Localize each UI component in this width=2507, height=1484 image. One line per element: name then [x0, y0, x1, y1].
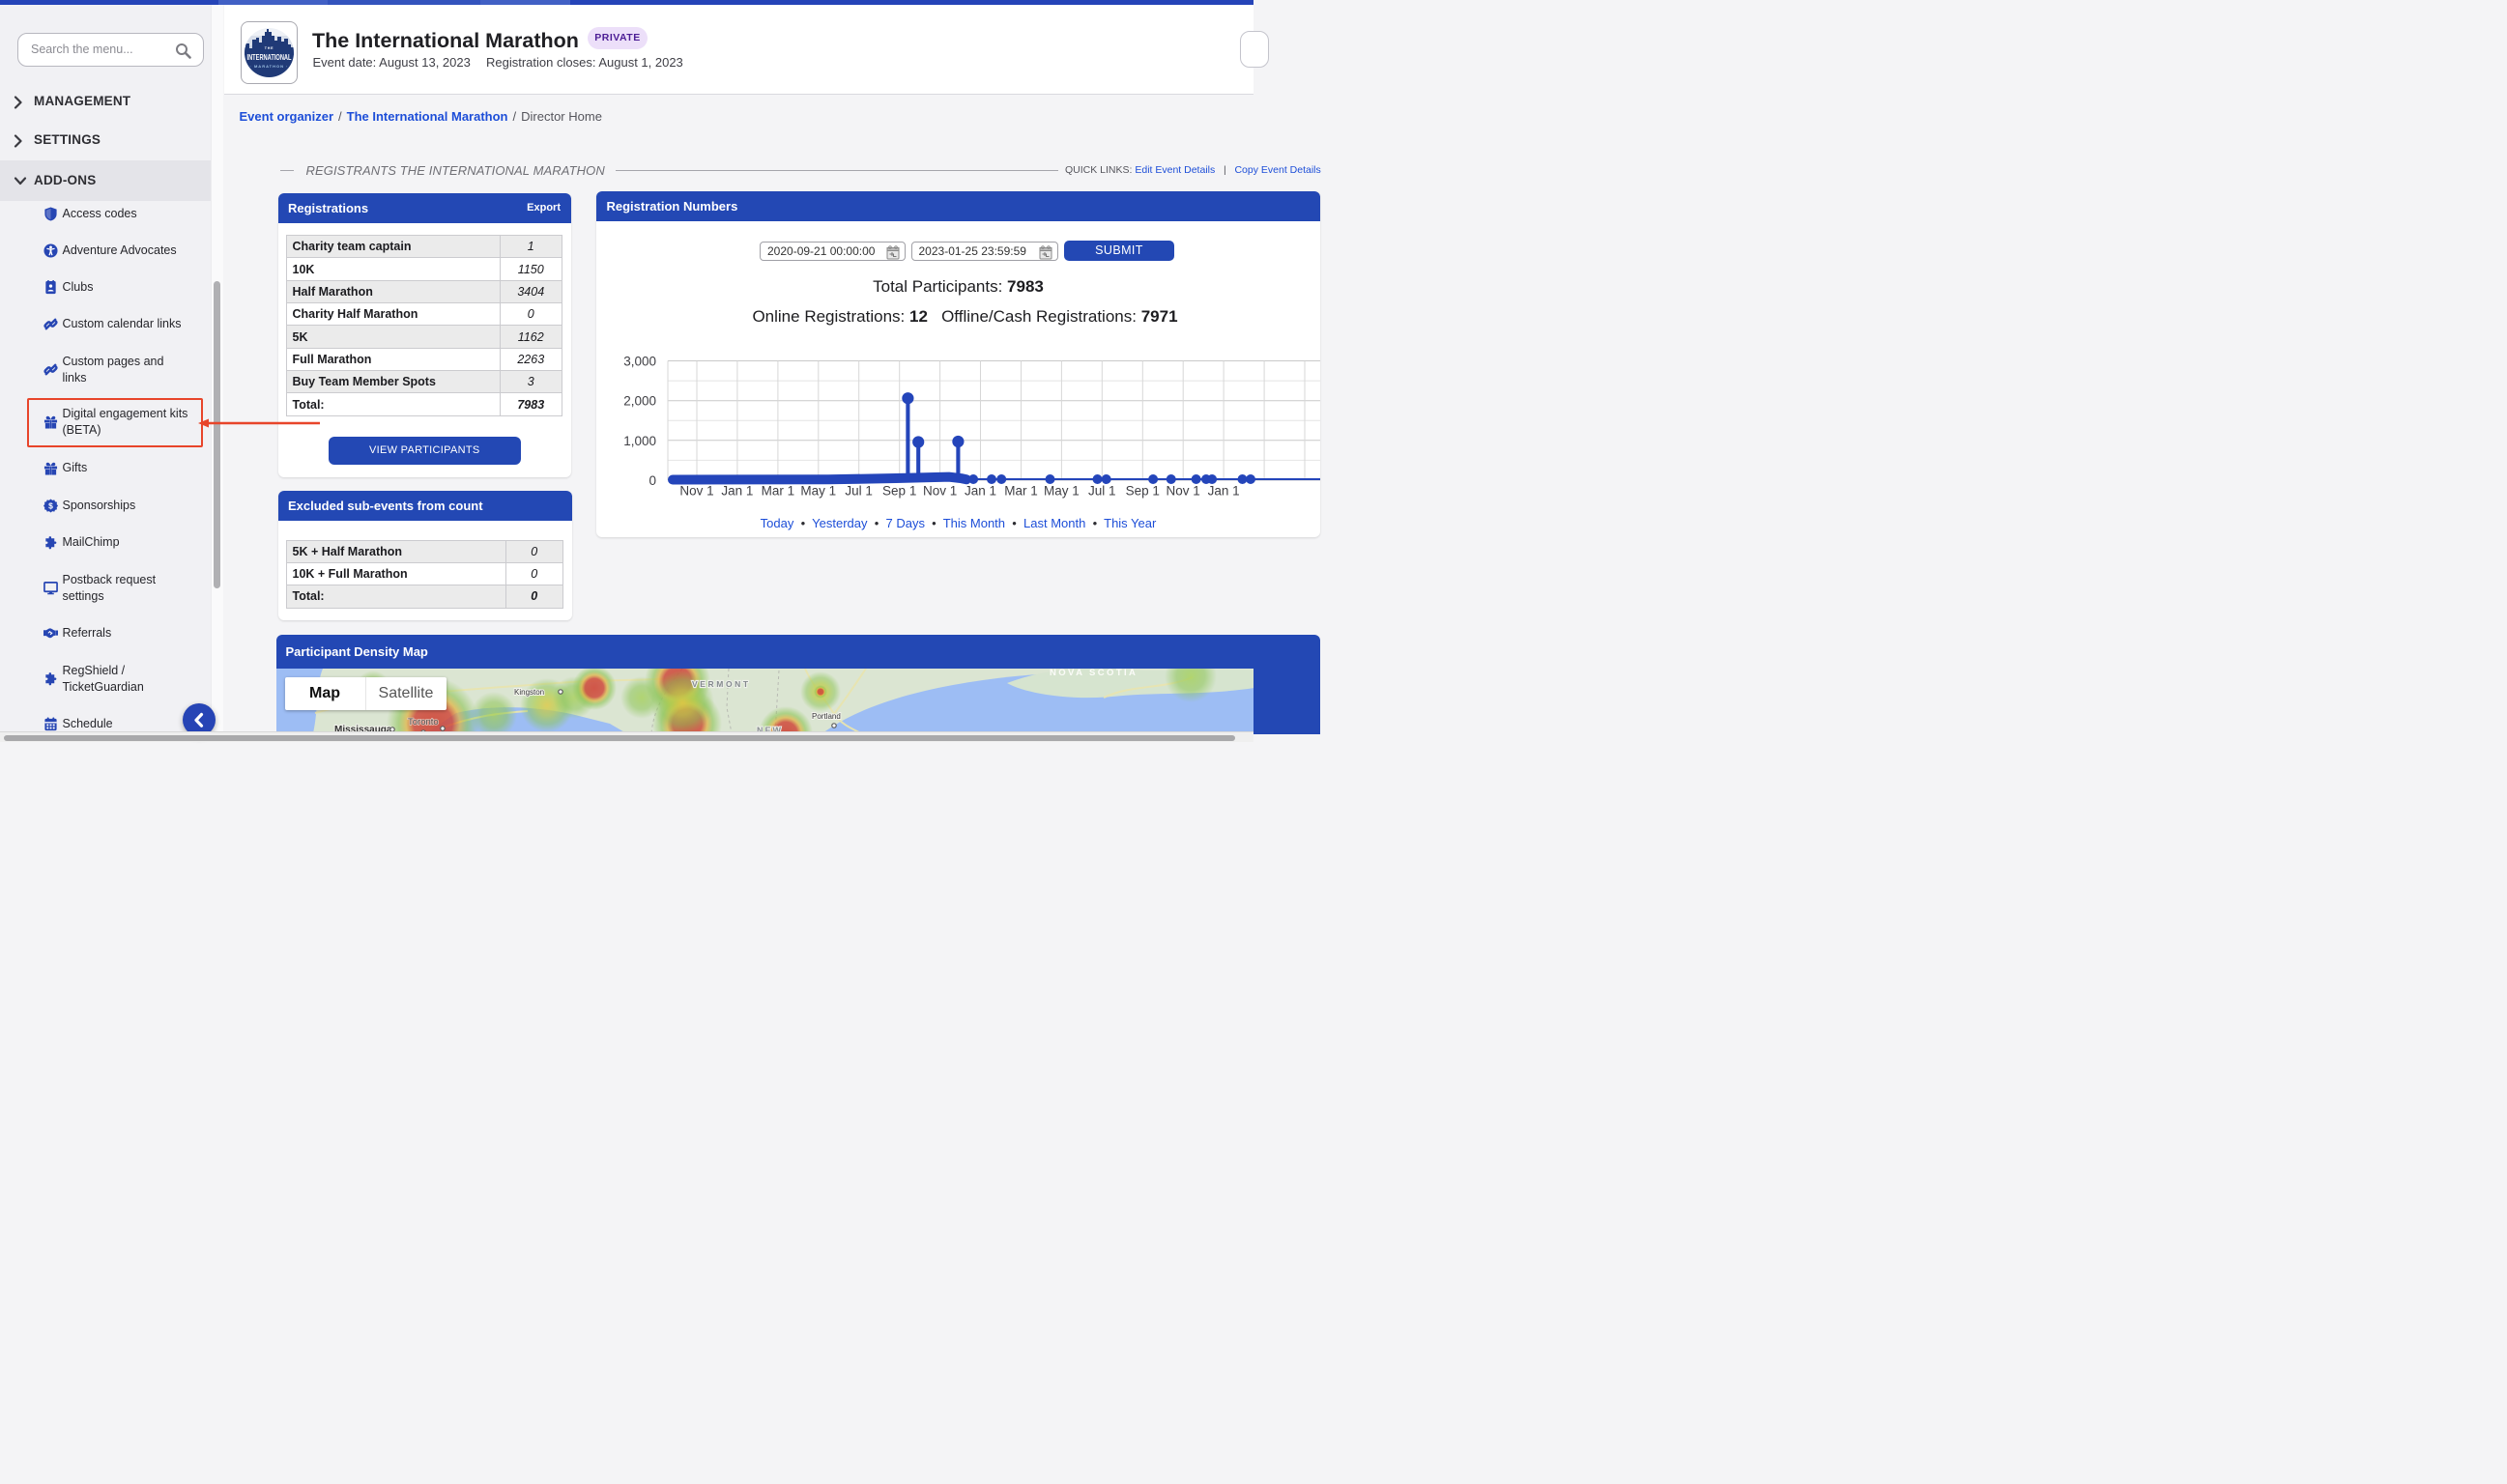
- svg-text:Jan 1: Jan 1: [965, 484, 996, 499]
- svg-text:Mississauga: Mississauga: [334, 725, 392, 733]
- svg-text:Toronto: Toronto: [408, 717, 439, 728]
- svg-text:Jan 1: Jan 1: [1208, 484, 1240, 499]
- svg-text:Nov 1: Nov 1: [679, 484, 713, 499]
- svg-text:Nov 1: Nov 1: [1167, 484, 1200, 499]
- svg-text:Sep 1: Sep 1: [882, 484, 916, 499]
- svg-text:2,000: 2,000: [623, 394, 656, 409]
- svg-text:1,000: 1,000: [623, 434, 656, 448]
- svg-text:May 1: May 1: [1044, 484, 1080, 499]
- svg-text:3,000: 3,000: [623, 355, 656, 369]
- svg-text:Sep 1: Sep 1: [1126, 484, 1160, 499]
- svg-text:Jul 1: Jul 1: [845, 484, 873, 499]
- svg-text:Jan 1: Jan 1: [721, 484, 753, 499]
- svg-text:Jul 1: Jul 1: [1088, 484, 1116, 499]
- svg-text:· MARATHON ·: · MARATHON ·: [250, 64, 289, 69]
- svg-text:NEW: NEW: [757, 726, 783, 733]
- svg-text:Nov 1: Nov 1: [923, 484, 957, 499]
- svg-text:Mar 1: Mar 1: [762, 484, 795, 499]
- svg-text:INTERNATIONAL: INTERNATIONAL: [247, 53, 292, 62]
- svg-text:Mar 1: Mar 1: [1004, 484, 1038, 499]
- svg-text:Portland: Portland: [812, 712, 841, 721]
- svg-text:VERMONT: VERMONT: [692, 679, 751, 689]
- svg-text:0: 0: [648, 473, 656, 488]
- svg-text:$: $: [48, 500, 53, 510]
- svg-text:May 1: May 1: [800, 484, 836, 499]
- svg-text:THE: THE: [265, 46, 274, 50]
- svg-text:Kingston: Kingston: [514, 688, 544, 697]
- svg-text:NOVA SCOTIA: NOVA SCOTIA: [1050, 669, 1138, 678]
